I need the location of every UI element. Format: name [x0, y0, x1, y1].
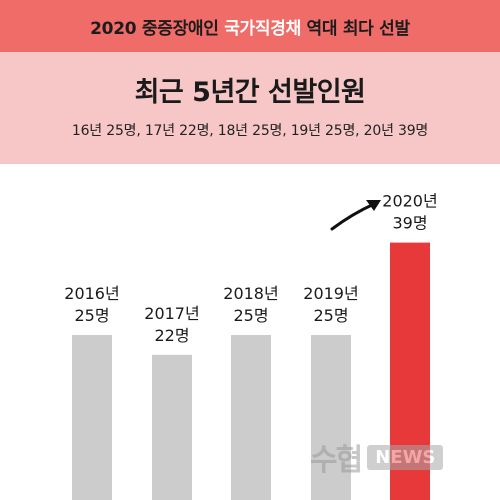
- banner-text-part2: 역대 최다 선발: [306, 18, 411, 39]
- bar-label-group: 2018년 25명: [223, 284, 278, 325]
- increase-arrow-head-icon: [366, 200, 381, 211]
- banner-highlight: 국가직경채: [224, 18, 301, 39]
- value-label: 25명: [74, 306, 109, 325]
- increase-arrow-icon: [330, 202, 376, 231]
- category-label: 2018년: [223, 284, 278, 303]
- value-label: 25명: [233, 306, 268, 325]
- bar-2017년: [152, 354, 192, 500]
- bar-2019년: [311, 335, 351, 500]
- bar-label-group: 2016년 25명: [64, 284, 119, 325]
- banner-text-part1: 2020 중증장애인: [90, 18, 219, 39]
- category-label: 2020년: [382, 192, 437, 211]
- value-label: 25명: [313, 306, 348, 325]
- bar-label-group: 2020년 39명: [382, 192, 437, 233]
- bar-label-group: 2017년 22명: [144, 304, 199, 345]
- category-label: 2019년: [303, 284, 358, 303]
- title-band: [0, 52, 500, 164]
- category-label: 2016년: [64, 284, 119, 303]
- category-label: 2017년: [144, 304, 199, 323]
- chart-subtitle: 16년 25명, 17년 22명, 18년 25명, 19년 25명, 20년 …: [71, 123, 429, 139]
- value-label: 39명: [392, 214, 427, 233]
- watermark-logo-text: 수협: [310, 443, 363, 478]
- watermark-news-badge: NEWS: [367, 444, 444, 470]
- top-banner: 2020 중증장애인 국가직경채 역대 최다 선발: [0, 0, 500, 52]
- chart-title: 최근 5년간 선발인원: [134, 77, 366, 108]
- watermark: 수협 NEWS: [310, 432, 500, 482]
- bar-label-group: 2019년 25명: [303, 284, 358, 325]
- bar-2016년: [72, 335, 112, 500]
- value-label: 22명: [154, 326, 189, 345]
- bar-2018년: [231, 335, 271, 500]
